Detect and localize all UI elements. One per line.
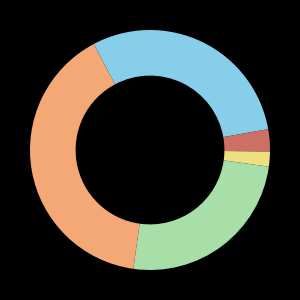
Wedge shape [30, 44, 140, 269]
Wedge shape [94, 30, 268, 137]
Wedge shape [223, 129, 270, 152]
Wedge shape [133, 160, 269, 270]
Wedge shape [224, 151, 270, 167]
